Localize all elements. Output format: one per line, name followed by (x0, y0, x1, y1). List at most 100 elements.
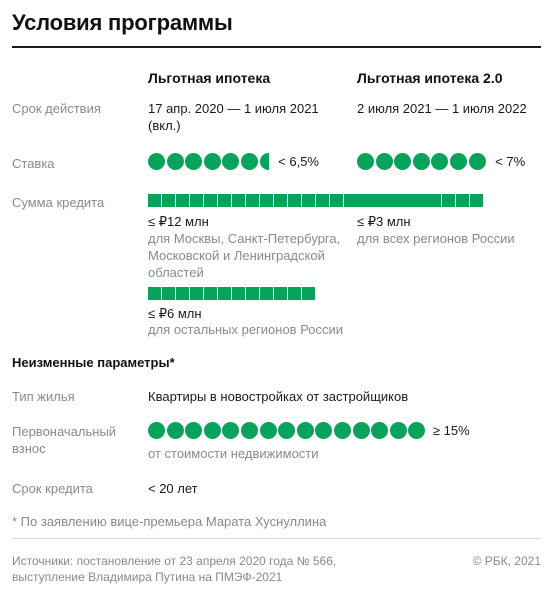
down-payment-note: от стоимости недвижимости (148, 446, 319, 461)
amount-square (218, 194, 231, 207)
amount-squares-program-2 (357, 194, 441, 207)
down-payment-value: ≥ 15% (432, 423, 470, 438)
title-rule (12, 46, 541, 48)
page-title: Условия программы (12, 10, 233, 35)
sources: Источники: постановление от 23 апреля 20… (12, 554, 337, 584)
amount-squares-program-1-main (148, 194, 484, 207)
down-dot (333, 422, 351, 439)
amount-square (176, 194, 189, 207)
rate-dot-half (259, 153, 269, 170)
row-label-term: Срок кредита (12, 481, 93, 496)
amount-square (385, 194, 398, 207)
rate-program-1: < 6,5% (278, 154, 319, 169)
rate-dot (240, 153, 258, 170)
row-label-rate: Ставка (12, 156, 55, 171)
amount-square (442, 194, 455, 207)
rate-dot (148, 153, 165, 170)
rate-dot (185, 153, 203, 170)
amount-square (288, 287, 301, 300)
amount-program-1-other: ≤ ₽6 млн (148, 306, 202, 321)
down-payment-dots: ≥ 15% (148, 422, 470, 439)
amount-square (162, 287, 175, 300)
down-dot (278, 422, 296, 439)
rate-program-2: < 7% (495, 154, 526, 169)
amount-square (148, 194, 161, 207)
amount-square (148, 287, 161, 300)
amount-square (357, 194, 370, 207)
footnote: * По заявлению вице-премьера Марата Хусн… (12, 514, 327, 529)
amount-square (232, 287, 245, 300)
rate-dot (468, 153, 486, 170)
rate-dots-program-1: < 6,5% (148, 153, 319, 170)
amount-square (371, 194, 384, 207)
term-value: < 20 лет (148, 481, 198, 496)
amount-square (274, 194, 287, 207)
down-dot (259, 422, 277, 439)
amount-square (162, 194, 175, 207)
amount-square (260, 287, 273, 300)
rate-dot (357, 153, 374, 170)
amount-square (344, 194, 357, 207)
row-label-amount: Сумма кредита (12, 195, 105, 210)
amount-program-1-other-note: для остальных регионов России (148, 322, 344, 337)
amount-square (246, 287, 259, 300)
amount-square (413, 194, 426, 207)
amount-square (232, 194, 245, 207)
amount-square (246, 194, 259, 207)
rate-dot (449, 153, 467, 170)
amount-square (274, 287, 287, 300)
down-dot (240, 422, 258, 439)
amount-square (456, 194, 469, 207)
amount-program-1-main: ≤ ₽12 млн (148, 214, 209, 229)
amount-squares-program-1-other (148, 287, 316, 300)
amount-square (176, 287, 189, 300)
rate-dot (222, 153, 240, 170)
down-dot (408, 422, 426, 439)
housing-value: Квартиры в новостройках от застройщиков (148, 389, 409, 404)
amount-square (190, 287, 203, 300)
column-header-program-1: Льготная ипотека (148, 70, 271, 86)
rate-dots-program-2: < 7% (357, 153, 525, 170)
copyright: © РБК, 2021 (472, 554, 541, 568)
amount-square (427, 194, 440, 207)
rate-dot (375, 153, 393, 170)
amount-square (218, 287, 231, 300)
down-dot (352, 422, 370, 439)
rate-dot (431, 153, 449, 170)
row-label-period: Срок действия (12, 101, 101, 116)
amount-square (316, 194, 329, 207)
amount-square (399, 194, 412, 207)
down-dot (166, 422, 184, 439)
down-dot (371, 422, 389, 439)
amount-square (330, 194, 343, 207)
down-dot (315, 422, 333, 439)
amount-square (190, 194, 203, 207)
column-header-program-2: Льготная ипотека 2.0 (357, 70, 503, 86)
amount-square (288, 194, 301, 207)
amount-square (204, 287, 217, 300)
rate-dot (166, 153, 184, 170)
amount-program-1-main-note: для Москвы, Санкт-Петербурга, Московской… (148, 231, 341, 280)
footer-divider (12, 538, 541, 539)
amount-square (302, 194, 315, 207)
amount-square (302, 287, 315, 300)
unchanged-section-title: Неизменные параметры* (12, 355, 175, 370)
amount-program-2: ≤ ₽3 млн (357, 214, 411, 229)
amount-square (470, 194, 483, 207)
amount-program-2-note: для всех регионов России (357, 231, 515, 246)
amount-square (204, 194, 217, 207)
amount-square (260, 194, 273, 207)
down-dot (389, 422, 407, 439)
period-program-1: 17 апр. 2020 — 1 июля 2021 (вкл.) (148, 101, 319, 133)
down-dot (222, 422, 240, 439)
rate-dot (203, 153, 221, 170)
down-dot (185, 422, 203, 439)
down-dot (203, 422, 221, 439)
rate-dot (394, 153, 412, 170)
period-program-2: 2 июля 2021 — 1 июля 2022 (357, 101, 527, 116)
row-label-down-payment: Первоначальный взнос (12, 424, 117, 456)
rate-dot (412, 153, 430, 170)
down-dot (148, 422, 165, 439)
down-dot (296, 422, 314, 439)
row-label-housing: Тип жилья (12, 389, 75, 404)
